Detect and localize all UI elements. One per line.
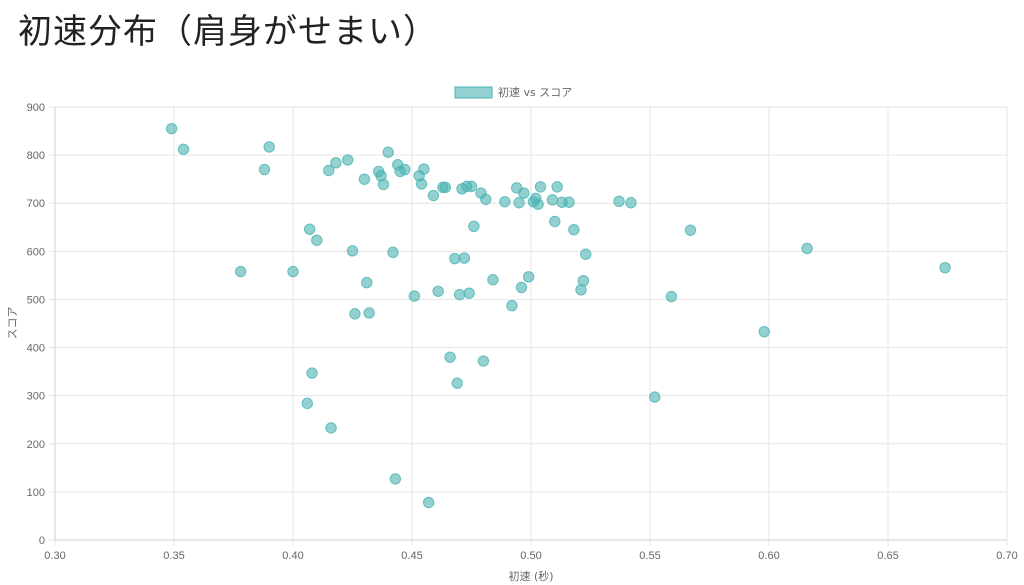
x-tick-label: 0.35 <box>163 550 184 562</box>
scatter-point[interactable] <box>801 242 813 255</box>
y-axis-title: スコア <box>6 307 19 340</box>
scatter-point[interactable] <box>451 377 463 389</box>
scatter-point[interactable] <box>532 198 544 210</box>
scatter-point[interactable] <box>422 496 435 509</box>
scatter-point[interactable] <box>342 154 354 166</box>
scatter-point[interactable] <box>387 246 399 258</box>
scatter-point[interactable] <box>506 299 518 312</box>
scatter-point[interactable] <box>311 234 323 246</box>
scatter-point[interactable] <box>363 307 375 319</box>
scatter-point[interactable] <box>382 146 394 158</box>
scatter-point[interactable] <box>377 178 390 191</box>
y-tick-label: 400 <box>27 343 45 355</box>
y-tick-label: 600 <box>27 246 45 258</box>
y-tick-label: 800 <box>27 150 45 162</box>
scatter-point[interactable] <box>444 351 456 363</box>
scatter-point[interactable] <box>665 290 678 303</box>
y-tick-label: 200 <box>27 439 45 451</box>
scatter-point[interactable] <box>389 473 402 485</box>
scatter-point[interactable] <box>449 252 461 265</box>
scatter-point[interactable] <box>177 143 190 156</box>
scatter-point[interactable] <box>487 274 499 286</box>
scatter-point[interactable] <box>758 325 770 338</box>
x-axis-title: 初速 (秒) <box>508 569 553 583</box>
scatter-point[interactable] <box>323 164 335 177</box>
scatter-point[interactable] <box>477 355 490 367</box>
scatter-point[interactable] <box>577 274 590 287</box>
scatter-point[interactable] <box>563 196 575 208</box>
scatter-point[interactable] <box>358 173 371 185</box>
page-title: 初速分布（肩身がせまい） <box>18 12 438 52</box>
scatter-point[interactable] <box>234 265 247 278</box>
scatter-point[interactable] <box>325 422 337 434</box>
scatter-point[interactable] <box>301 397 313 410</box>
scatter-point[interactable] <box>330 157 342 169</box>
axes <box>54 107 1007 541</box>
scatter-point[interactable] <box>518 187 530 199</box>
x-tick-label: 0.50 <box>520 550 541 562</box>
scatter-point[interactable] <box>515 281 528 294</box>
data-points <box>165 122 951 509</box>
scatter-point[interactable] <box>463 287 475 299</box>
x-tick-label: 0.55 <box>639 550 660 562</box>
x-tick-label: 0.45 <box>401 550 422 562</box>
scatter-point[interactable] <box>258 163 271 176</box>
scatter-point[interactable] <box>303 223 316 235</box>
scatter-point[interactable] <box>263 141 275 153</box>
scatter-point[interactable] <box>549 215 561 228</box>
legend-swatch[interactable] <box>454 86 493 99</box>
scatter-point[interactable] <box>568 223 580 236</box>
scatter-point[interactable] <box>465 180 478 193</box>
y-tick-label: 0 <box>39 535 45 547</box>
scatter-point[interactable] <box>349 308 361 320</box>
x-tick-label: 0.30 <box>44 550 65 562</box>
scatter-point[interactable] <box>418 163 430 175</box>
scatter-point[interactable] <box>546 194 559 206</box>
scatter-point[interactable] <box>522 271 535 283</box>
y-tick-label: 900 <box>27 102 45 114</box>
scatter-point[interactable] <box>427 189 440 202</box>
y-tick-label: 700 <box>27 198 45 210</box>
tick-labels: 0.30 0.35 0.40 0.45 0.50 0.55 0.60 0.65 0.70 0 100… <box>27 102 1018 562</box>
scatter-point[interactable] <box>453 288 466 301</box>
x-tick-label: 0.70 <box>996 550 1017 562</box>
scatter-point[interactable] <box>684 224 697 236</box>
y-tick-label: 500 <box>27 294 45 306</box>
scatter-point[interactable] <box>346 245 359 257</box>
scatter-point[interactable] <box>165 122 178 135</box>
scatter-point[interactable] <box>306 367 318 379</box>
scatter-point[interactable] <box>408 290 421 302</box>
scatter-point[interactable] <box>432 285 444 297</box>
scatter-point[interactable] <box>613 195 625 207</box>
x-tick-label: 0.40 <box>282 550 303 562</box>
y-tick-label: 100 <box>27 487 45 499</box>
y-tick-label: 300 <box>27 391 45 403</box>
scatter-point[interactable] <box>625 197 637 209</box>
scatter-point[interactable] <box>534 181 547 193</box>
scatter-point[interactable] <box>480 193 492 206</box>
scatter-point[interactable] <box>458 252 471 264</box>
scatter-point[interactable] <box>580 248 592 260</box>
x-tick-label: 0.60 <box>758 550 779 562</box>
legend-label[interactable]: 初速 vs スコア <box>498 85 572 99</box>
scatter-point[interactable] <box>399 163 411 176</box>
scatter-point[interactable] <box>415 178 428 190</box>
scatter-point[interactable] <box>468 220 480 233</box>
scatter-point[interactable] <box>499 196 511 208</box>
legend[interactable]: 初速 vs スコア <box>454 85 572 99</box>
scatter-point[interactable] <box>939 261 951 274</box>
scatter-point[interactable] <box>287 265 299 278</box>
scatter-point[interactable] <box>361 276 373 289</box>
grid-lines <box>49 106 1008 546</box>
x-tick-label: 0.65 <box>877 550 898 562</box>
scatter-point[interactable] <box>551 181 563 193</box>
scatter-point[interactable] <box>513 197 525 209</box>
scatter-point[interactable] <box>439 181 452 194</box>
scatter-point[interactable] <box>649 391 661 403</box>
